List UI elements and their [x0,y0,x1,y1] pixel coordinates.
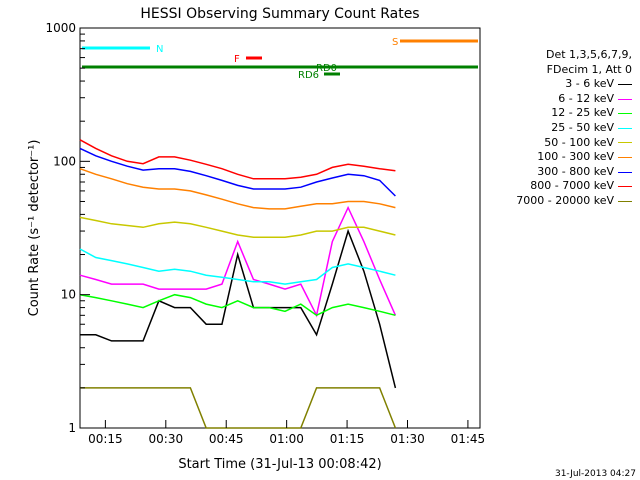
legend-entry-label: 800 - 7000 keV [530,179,614,193]
flag-label: S [392,37,398,48]
y-tick-label: 100 [53,154,76,168]
x-tick-label: 01:15 [330,432,365,446]
legend-entry-label: 100 - 300 keV [537,150,614,164]
y-tick-label: 1 [68,421,76,435]
series-line [79,248,396,285]
legend-swatch [618,156,632,158]
legend-entry: 800 - 7000 keV [486,179,632,194]
legend-swatch [618,186,632,188]
y-axis-label: Count Rate (s⁻¹ detector⁻¹) [27,140,42,317]
legend-entry-label: 6 - 12 keV [558,91,614,105]
legend-entry-label: 300 - 800 keV [537,164,614,178]
flag-label: N [156,44,163,55]
y-tick-label: 10 [61,288,76,302]
flag-label: RD0 [316,63,337,74]
date-stamp: 31-Jul-2013 04:27 [555,469,636,479]
legend-swatch [618,83,632,85]
legend-entry: 25 - 50 keV [486,121,632,136]
legend-entry-label: 7000 - 20000 keV [516,193,614,207]
series-line [79,205,397,318]
series-line [79,293,396,317]
series-line [79,216,396,238]
series-layer [79,139,397,429]
legend-entry: 12 - 25 keV [486,106,632,121]
legend-entry: 7000 - 20000 keV [486,194,632,209]
legend-swatch [618,113,632,115]
legend-swatch [618,127,632,129]
x-tick-label: 01:00 [269,432,304,446]
series-line [80,228,397,389]
legend: Det 1,3,5,6,7,9, FDecim 1, Att 0 3 - 6 k… [486,48,632,209]
legend-entries: 3 - 6 keV 6 - 12 keV 12 - 25 keV 25 - 50 ke… [486,77,632,208]
flag-label: F [234,54,240,65]
legend-entry-label: 50 - 100 keV [544,135,614,149]
x-tick-label: 01:30 [390,432,425,446]
legend-entry: 6 - 12 keV [486,92,632,107]
x-axis-label: Start Time (31-Jul-13 00:08:42) [178,457,381,472]
legend-swatch [618,200,632,202]
series-line [80,387,397,429]
legend-entry: 3 - 6 keV [486,77,632,92]
x-tick-label: 01:45 [451,432,486,446]
x-ticks: 00:15 00:30 00:45 01:00 01:15 01:30 01:45 [88,420,485,446]
series-line [79,147,396,197]
legend-swatch [618,171,632,173]
legend-entry: 50 - 100 keV [486,136,632,151]
legend-swatch [618,142,632,144]
legend-header-line-2: FDecim 1, Att 0 [546,62,632,76]
legend-entry-label: 3 - 6 keV [565,77,614,91]
flag-label: RD6 [298,70,319,81]
chart-title: HESSI Observing Summary Count Rates [140,6,419,22]
legend-header-line-1: Det 1,3,5,6,7,9, [545,48,632,61]
y-tick-label: 1000 [45,21,76,35]
series-line [79,139,396,180]
x-tick-label: 00:45 [209,432,244,446]
legend-entry-label: 25 - 50 keV [551,120,614,134]
legend-swatch [618,98,632,100]
x-tick-label: 00:15 [88,432,123,446]
series-line [79,167,396,210]
x-tick-label: 00:30 [149,432,184,446]
legend-entry: 300 - 800 keV [486,165,632,180]
legend-entry: 100 - 300 keV [486,150,632,165]
plot-frame [79,27,481,429]
legend-entry-label: 12 - 25 keV [551,106,614,120]
y-ticks: 1 10 100 1000 [45,21,90,435]
